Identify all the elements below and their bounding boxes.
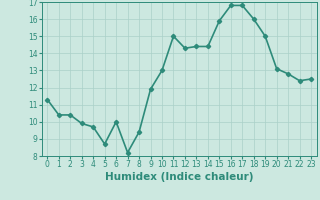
X-axis label: Humidex (Indice chaleur): Humidex (Indice chaleur)	[105, 172, 253, 182]
